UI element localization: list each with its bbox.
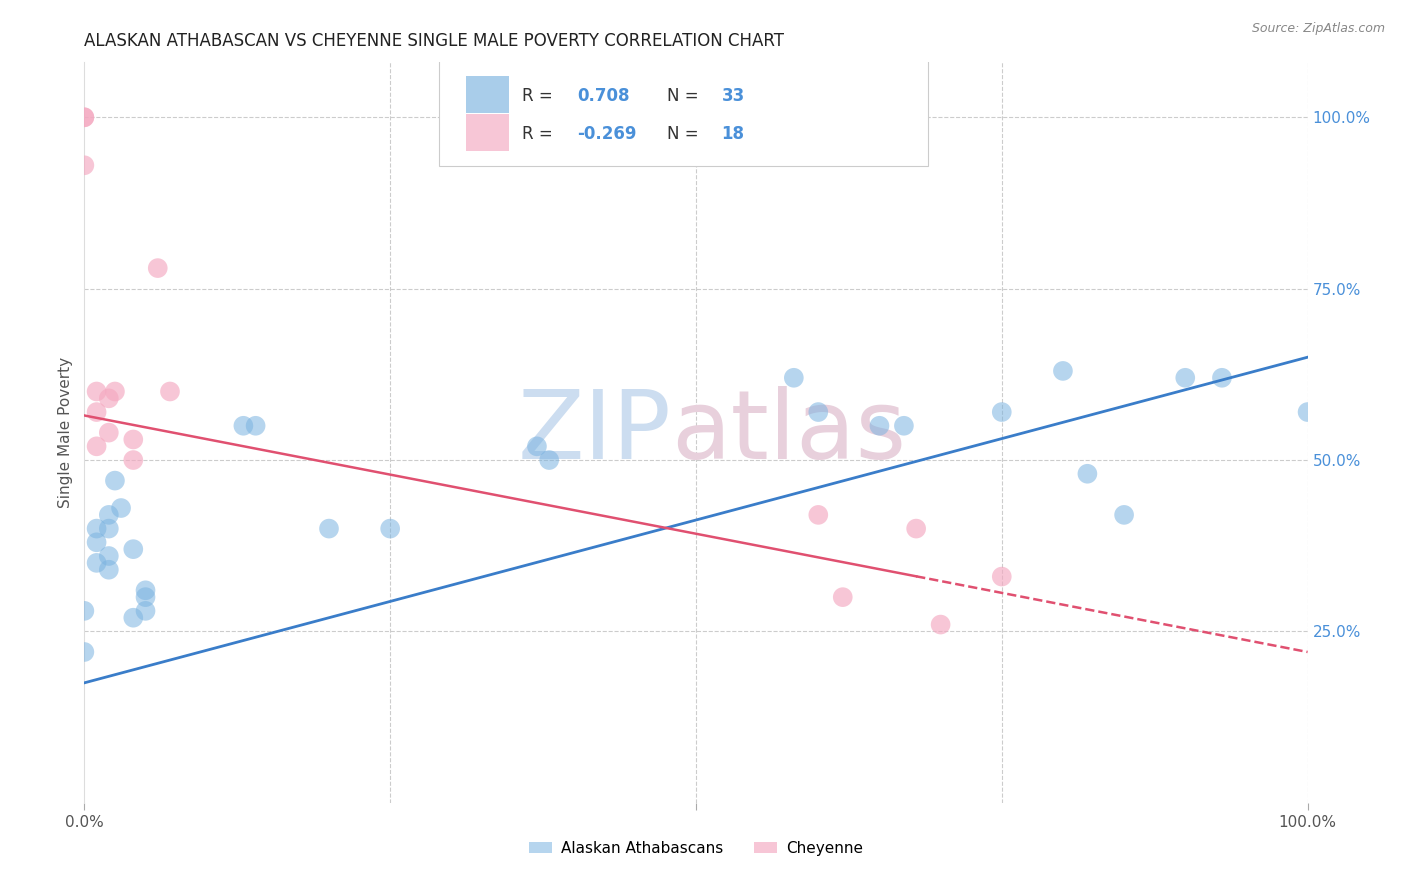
Legend: Alaskan Athabascans, Cheyenne: Alaskan Athabascans, Cheyenne (523, 835, 869, 862)
Point (869, 418, 891, 433)
Point (380, 522, 402, 536)
Point (991, 569, 1014, 583)
Bar (465, 114, 509, 152)
Text: Source: ZipAtlas.com: Source: ZipAtlas.com (1251, 22, 1385, 36)
Point (1174, 371, 1197, 385)
Point (86, 535, 108, 549)
Point (73, 110, 96, 124)
Point (232, 418, 254, 433)
Text: R =: R = (522, 125, 558, 144)
Point (73, 645, 96, 659)
Y-axis label: Single Male Poverty: Single Male Poverty (58, 357, 73, 508)
Point (929, 617, 952, 632)
Point (110, 501, 132, 516)
Point (318, 522, 340, 536)
Point (86, 384, 108, 399)
Point (245, 418, 267, 433)
Point (86, 522, 108, 536)
FancyBboxPatch shape (439, 55, 928, 166)
Point (831, 590, 853, 604)
Point (1052, 364, 1074, 378)
Point (97, 549, 120, 563)
Point (86, 556, 108, 570)
Point (135, 590, 157, 604)
Point (97, 425, 120, 440)
Point (807, 405, 830, 419)
Point (905, 522, 928, 536)
Point (159, 384, 181, 399)
Point (122, 433, 145, 447)
Point (893, 418, 915, 433)
Point (97, 522, 120, 536)
Point (538, 453, 561, 467)
Point (526, 439, 548, 453)
Point (104, 384, 127, 399)
Text: R =: R = (522, 87, 558, 104)
Point (86, 439, 108, 453)
Point (86, 405, 108, 419)
Point (97, 508, 120, 522)
Text: N =: N = (666, 125, 703, 144)
Point (97, 563, 120, 577)
Point (1211, 371, 1233, 385)
Point (1076, 467, 1098, 481)
Text: -0.269: -0.269 (578, 125, 637, 144)
Text: 18: 18 (721, 125, 745, 144)
Point (104, 474, 127, 488)
Point (73, 158, 96, 172)
Point (135, 583, 157, 598)
Text: 33: 33 (721, 87, 745, 104)
Text: ZIP: ZIP (517, 386, 672, 479)
Point (122, 542, 145, 557)
Point (122, 453, 145, 467)
Point (1114, 508, 1136, 522)
Point (783, 371, 806, 385)
Point (146, 261, 169, 276)
Text: ALASKAN ATHABASCAN VS CHEYENNE SINGLE MALE POVERTY CORRELATION CHART: ALASKAN ATHABASCAN VS CHEYENNE SINGLE MA… (84, 32, 785, 50)
Point (73, 604, 96, 618)
Text: N =: N = (666, 87, 703, 104)
Bar (465, 76, 509, 112)
Point (991, 405, 1014, 419)
Point (97, 392, 120, 406)
Point (73, 110, 96, 124)
Text: 0.708: 0.708 (578, 87, 630, 104)
Point (1296, 405, 1319, 419)
Text: atlas: atlas (672, 386, 907, 479)
Point (807, 508, 830, 522)
Point (135, 604, 157, 618)
Point (122, 610, 145, 624)
